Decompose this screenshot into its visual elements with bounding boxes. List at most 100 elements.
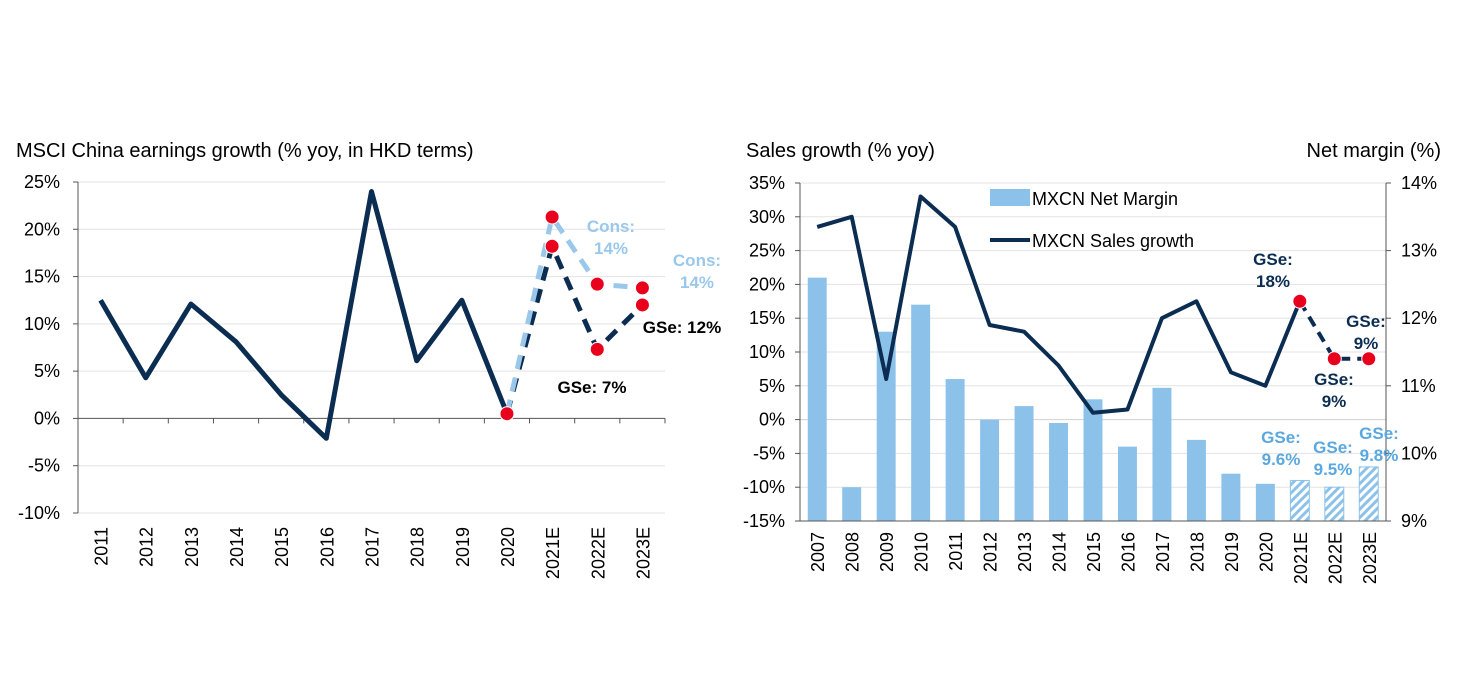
- gse-2022-margin-label-line: 9.5%: [1314, 460, 1353, 479]
- x-tick-label: 2012: [137, 527, 157, 567]
- net-margin-bar: [945, 379, 965, 521]
- left-y-tick-label: -10%: [743, 477, 785, 497]
- sales-margin-chart: Sales growth (% yoy) Net margin (%) -15%…: [743, 140, 1441, 584]
- gse-2023-growth-label-line: GSe:: [1346, 312, 1386, 331]
- net-margin-forecast-bar: [1324, 486, 1345, 522]
- x-tick-label: 2014: [227, 527, 247, 567]
- sales-growth-marker: [1361, 351, 1377, 367]
- left-y-tick-label: 30%: [749, 207, 785, 227]
- gse-2021-margin-label: GSe: 9.6%: [1261, 428, 1301, 469]
- data-marker-cons: [589, 276, 605, 292]
- net-margin-bar: [1117, 446, 1137, 521]
- cons-2022-label-line: 14%: [680, 273, 714, 292]
- gse-2023-label: GSe: 12%: [643, 318, 721, 337]
- left-y-tick-label: -15%: [743, 511, 785, 531]
- net-margin-bar: [842, 487, 862, 521]
- left-y-tick-label: 35%: [749, 173, 785, 193]
- x-tick-label: 2017: [1153, 532, 1173, 572]
- gse-2023-label-line: GSe: 12%: [643, 318, 721, 337]
- gse-2021-growth-label: GSe: 18%: [1253, 250, 1293, 291]
- x-tick-label: 2008: [843, 532, 863, 572]
- gse-2022-growth-label-line: GSe:: [1314, 370, 1354, 389]
- sales-growth-axis-title: Sales growth (% yoy): [746, 140, 935, 162]
- x-tick-label: 2013: [1015, 532, 1035, 572]
- legend-bar-swatch: [990, 189, 1030, 206]
- net-margin-bar: [1152, 387, 1172, 521]
- left-y-tick-label: 20%: [749, 274, 785, 294]
- gse-2022-growth-label: GSe: 9%: [1314, 370, 1354, 411]
- right-y-tick-label: 12%: [1401, 308, 1437, 328]
- x-tick-label: 2020: [498, 527, 518, 567]
- net-margin-bar: [807, 277, 827, 521]
- cons-2022-label-line: Cons:: [673, 251, 721, 270]
- x-tick-label: 2014: [1050, 532, 1070, 572]
- x-tick-label: 2015: [272, 527, 292, 567]
- x-tick-label: 2021E: [543, 527, 563, 579]
- net-margin-forecast-bar: [1358, 466, 1379, 522]
- net-margin-axis-title: Net margin (%): [1307, 140, 1441, 162]
- gse-2022-label: GSe: 7%: [558, 378, 627, 397]
- net-margin-forecast-bar: [1289, 479, 1310, 522]
- x-tick-label: 2019: [453, 527, 473, 567]
- y-tick-label: -10%: [18, 503, 60, 523]
- earnings-growth-chart: MSCI China earnings growth (% yoy, in HK…: [16, 140, 721, 579]
- gse-2022-label-line: GSe: 7%: [558, 378, 627, 397]
- sales-growth-marker: [1326, 351, 1342, 367]
- cons-2022-label: Cons: 14%: [673, 251, 721, 292]
- gse-2023-growth-label-line: 9%: [1354, 334, 1379, 353]
- gse-2023-margin-label-line: GSe:: [1359, 424, 1399, 443]
- net-margin-bar: [1221, 473, 1241, 521]
- x-tick-label: 2016: [1118, 532, 1138, 572]
- cons-2021-label: Cons: 14%: [587, 217, 635, 258]
- x-tick-label: 2022E: [588, 527, 608, 579]
- x-tick-label: 2009: [877, 532, 897, 572]
- series-line-cons: [504, 214, 643, 415]
- x-tick-label: 2015: [1084, 532, 1104, 572]
- left-y-tick-label: 5%: [759, 376, 785, 396]
- x-tick-label: 2011: [946, 532, 966, 571]
- data-marker-actual: [499, 406, 515, 422]
- right-y-tick-label: 10%: [1401, 443, 1437, 463]
- gse-2023-margin-label: GSe: 9.8%: [1359, 424, 1399, 465]
- gse-2021-margin-label-line: 9.6%: [1262, 450, 1301, 469]
- left-y-tick-label: 0%: [759, 410, 785, 430]
- x-tick-label: 2023E: [1360, 532, 1380, 584]
- x-tick-label: 2012: [981, 532, 1001, 572]
- cons-2021-label-line: 14%: [594, 239, 628, 258]
- x-tick-label: 2016: [317, 527, 337, 567]
- y-tick-label: 5%: [34, 361, 60, 381]
- gse-2023-growth-label: GSe: 9%: [1346, 312, 1386, 353]
- gse-2022-growth-label-line: 9%: [1322, 392, 1347, 411]
- x-tick-label: 2017: [363, 527, 383, 567]
- net-margin-bar: [1014, 406, 1034, 521]
- x-tick-label: 2007: [808, 532, 828, 572]
- gse-2021-margin-label-line: GSe:: [1261, 428, 1301, 447]
- sales-growth-marker: [1292, 293, 1308, 309]
- cons-2021-label-line: Cons:: [587, 217, 635, 236]
- net-margin-bar: [1049, 422, 1069, 521]
- left-y-tick-label: 10%: [749, 342, 785, 362]
- earnings-chart-title: MSCI China earnings growth (% yoy, in HK…: [16, 140, 474, 162]
- gse-2022-margin-label-line: GSe:: [1313, 438, 1353, 457]
- data-marker-gse: [544, 238, 560, 254]
- net-margin-bar: [876, 331, 896, 521]
- right-y-tick-label: 9%: [1401, 511, 1427, 531]
- x-tick-label: 2021E: [1291, 532, 1311, 584]
- net-margin-bar: [1255, 483, 1275, 521]
- left-y-tick-label: -5%: [753, 443, 785, 463]
- x-tick-label: 2013: [182, 527, 202, 567]
- sales-growth-line: [816, 194, 1302, 415]
- gse-2021-growth-label-line: 18%: [1256, 272, 1290, 291]
- y-tick-label: -5%: [28, 456, 60, 476]
- x-tick-label: 2020: [1256, 532, 1276, 572]
- x-tick-label: 2023E: [633, 527, 653, 579]
- left-y-tick-label: 15%: [749, 308, 785, 328]
- net-margin-bar: [980, 419, 1000, 521]
- legend-net-margin-label: MXCN Net Margin: [1032, 189, 1178, 209]
- x-tick-label: 2018: [408, 527, 428, 567]
- x-tick-label: 2022E: [1325, 532, 1345, 584]
- y-tick-label: 10%: [24, 314, 60, 334]
- x-tick-label: 2010: [912, 532, 932, 572]
- net-margin-bar: [911, 304, 931, 521]
- net-margin-bar: [1186, 439, 1206, 521]
